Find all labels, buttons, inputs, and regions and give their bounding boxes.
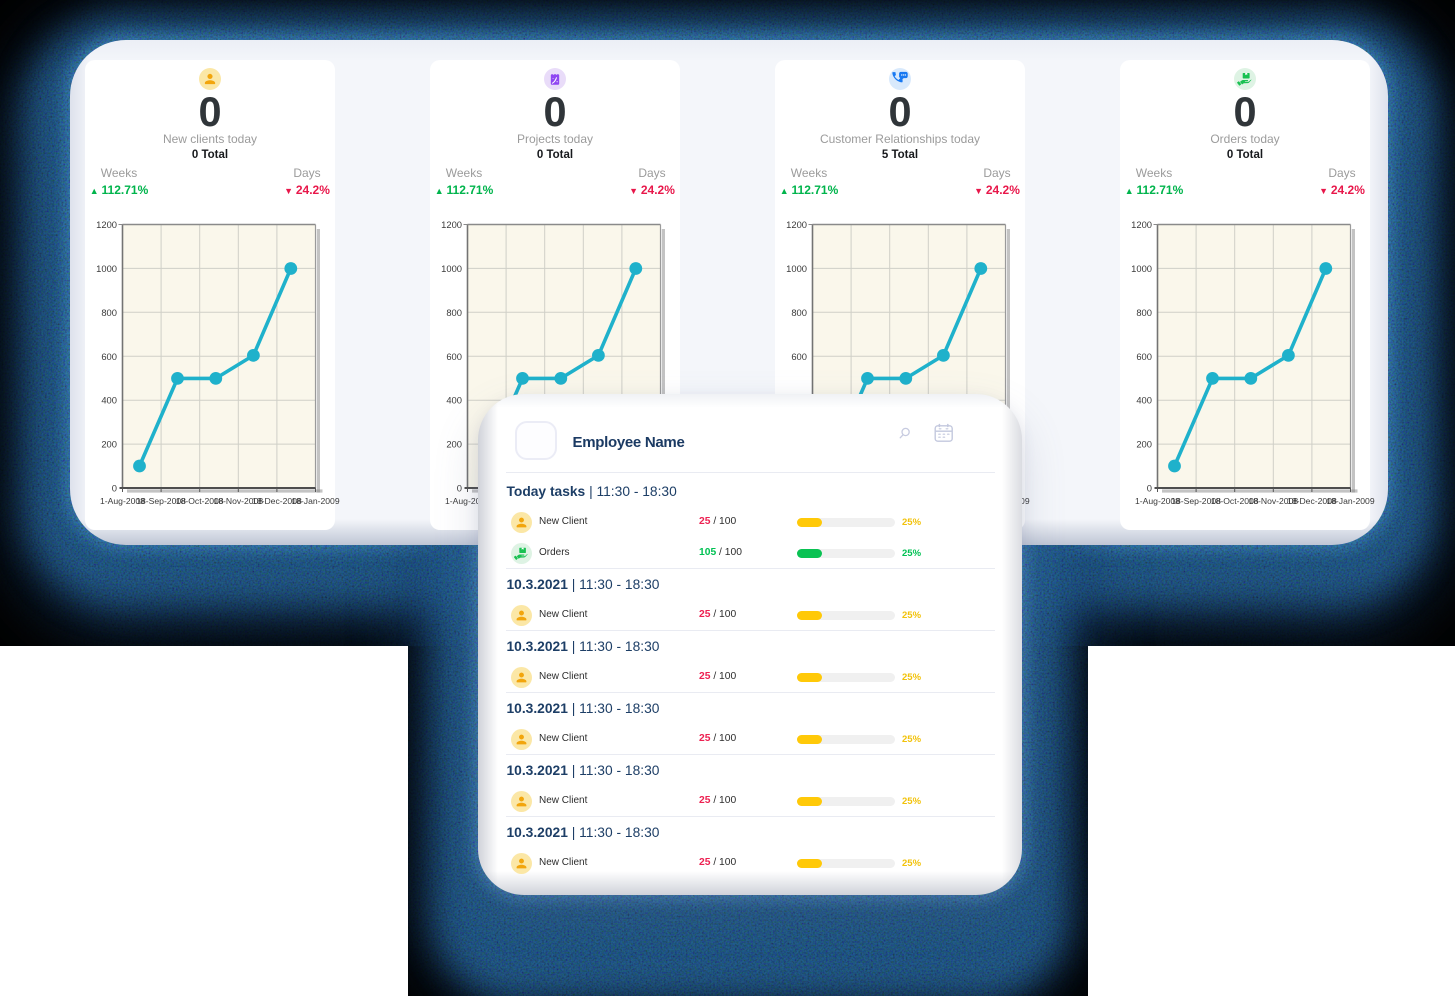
svg-text:800: 800 — [101, 307, 117, 318]
svg-text:1000: 1000 — [96, 263, 117, 274]
svg-text:18-Nov-2008: 18-Nov-2008 — [213, 496, 263, 506]
svg-text:400: 400 — [101, 395, 117, 406]
svg-text:600: 600 — [446, 351, 462, 362]
svg-text:600: 600 — [101, 351, 117, 362]
svg-text:18-Dec-2008: 18-Dec-2008 — [1287, 496, 1337, 506]
svg-text:1000: 1000 — [441, 263, 462, 274]
svg-text:1000: 1000 — [1131, 263, 1152, 274]
svg-text:1000: 1000 — [786, 263, 807, 274]
svg-text:18-Jan-2009: 18-Jan-2009 — [291, 496, 339, 506]
svg-text:18-Sep-2008: 18-Sep-2008 — [136, 496, 186, 506]
svg-text:18-Jan-2009: 18-Jan-2009 — [1326, 496, 1374, 506]
svg-text:1200: 1200 — [96, 219, 117, 230]
svg-text:800: 800 — [1136, 307, 1152, 318]
svg-text:18-Nov-2008: 18-Nov-2008 — [1248, 496, 1298, 506]
svg-text:200: 200 — [446, 439, 462, 450]
svg-text:1200: 1200 — [786, 219, 807, 230]
svg-text:18-Dec-2008: 18-Dec-2008 — [252, 496, 302, 506]
svg-text:1-Aug-2008: 1-Aug-2008 — [1135, 496, 1180, 506]
svg-text:1200: 1200 — [441, 219, 462, 230]
svg-text:400: 400 — [446, 395, 462, 406]
svg-text:0: 0 — [1147, 483, 1152, 494]
svg-text:18-Sep-2008: 18-Sep-2008 — [1171, 496, 1221, 506]
svg-text:200: 200 — [101, 439, 117, 450]
svg-text:18-Oct-2008: 18-Oct-2008 — [176, 496, 224, 506]
svg-text:1200: 1200 — [1131, 219, 1152, 230]
svg-text:0: 0 — [112, 483, 117, 494]
svg-text:1-Aug-2008: 1-Aug-2008 — [445, 496, 490, 506]
svg-text:400: 400 — [1136, 395, 1152, 406]
svg-text:800: 800 — [446, 307, 462, 318]
svg-text:200: 200 — [1136, 439, 1152, 450]
svg-text:600: 600 — [791, 351, 807, 362]
svg-text:1-Aug-2008: 1-Aug-2008 — [100, 496, 145, 506]
svg-text:800: 800 — [791, 307, 807, 318]
svg-text:600: 600 — [1136, 351, 1152, 362]
svg-text:0: 0 — [457, 483, 462, 494]
svg-text:18-Oct-2008: 18-Oct-2008 — [1211, 496, 1259, 506]
